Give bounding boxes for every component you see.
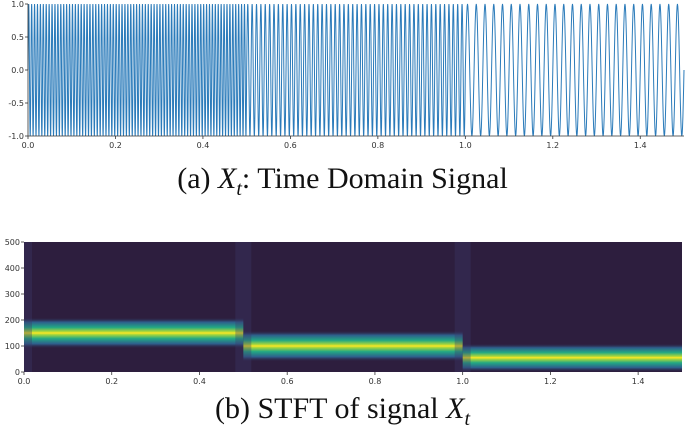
caption-a-suffix: : Time Domain Signal	[241, 162, 508, 195]
chart-a-y-ticks: 1.0 0.5 0.0 -0.5 -1.0	[8, 0, 28, 141]
x-tick-label: 1.0	[459, 141, 472, 150]
x-tick-label: 0.4	[197, 141, 210, 150]
x-tick-label: 0.2	[109, 141, 122, 150]
caption-a-prefix: (a)	[177, 162, 219, 195]
y-tick-label: 0	[15, 368, 20, 377]
y-tick-label: 100	[5, 342, 20, 351]
chart-b-y-ticks: 500 400 300 200 100 0	[5, 238, 24, 377]
caption-a: (a) Xt: Time Domain Signal	[0, 162, 685, 201]
signal-line-segment	[464, 3, 685, 137]
x-tick-label: 1.2	[544, 377, 557, 386]
x-tick-label: 0.0	[18, 377, 31, 386]
x-tick-label: 0.0	[22, 141, 35, 150]
x-tick-label: 1.2	[546, 141, 559, 150]
x-tick-label: 1.4	[634, 141, 647, 150]
caption-b-prefix: (b) STFT of signal	[215, 392, 447, 425]
x-tick-label: 0.4	[193, 377, 206, 386]
y-tick-label: 0.5	[11, 33, 24, 42]
transition-smear	[235, 242, 252, 372]
caption-b-subscript: t	[464, 408, 470, 430]
x-tick-label: 0.6	[281, 377, 294, 386]
caption-b-variable: X	[446, 392, 465, 425]
time-domain-chart: 1.0 0.5 0.0 -0.5 -1.0 0.0 0.2 0.4 0.6 0.8 1.0 1.2 1…	[8, 0, 685, 150]
y-tick-label: 300	[5, 290, 20, 299]
x-tick-label: 1.0	[456, 377, 469, 386]
x-tick-label: 1.4	[632, 377, 645, 386]
stft-chart: 500 400 300 200 100 0 0.0 0.2 0.4 0.6 0.8 1.0 1.2 1.…	[5, 238, 682, 386]
caption-a-variable: X	[218, 162, 237, 195]
caption-b: (b) STFT of signal Xt	[0, 392, 685, 431]
signal-line-segment	[27, 3, 248, 137]
y-tick-label: -1.0	[8, 132, 24, 141]
spectrogram-band	[243, 330, 463, 362]
y-tick-label: 200	[5, 316, 20, 325]
transition-smear	[454, 242, 471, 372]
y-tick-label: 500	[5, 238, 20, 247]
chart-a-x-ticks: 0.0 0.2 0.4 0.6 0.8 1.0 1.2 1.4	[22, 136, 647, 150]
signal-line-segment	[246, 3, 466, 137]
spectrogram-band	[462, 343, 682, 372]
spectrogram-bands-group	[24, 242, 682, 372]
signal-line-group	[27, 3, 685, 137]
x-tick-label: 0.6	[284, 141, 297, 150]
chart-b-x-ticks: 0.0 0.2 0.4 0.6 0.8 1.0 1.2 1.4	[18, 372, 645, 386]
y-tick-label: 400	[5, 264, 20, 273]
x-tick-label: 0.8	[371, 141, 384, 150]
y-tick-label: 1.0	[11, 0, 24, 9]
edge-smear	[24, 242, 32, 372]
x-tick-label: 0.8	[369, 377, 382, 386]
spectrogram-band	[24, 317, 244, 349]
y-tick-label: -0.5	[8, 99, 24, 108]
y-tick-label: 0.0	[11, 66, 24, 75]
caption-a-subscript: t	[236, 178, 242, 200]
x-tick-label: 0.2	[105, 377, 118, 386]
